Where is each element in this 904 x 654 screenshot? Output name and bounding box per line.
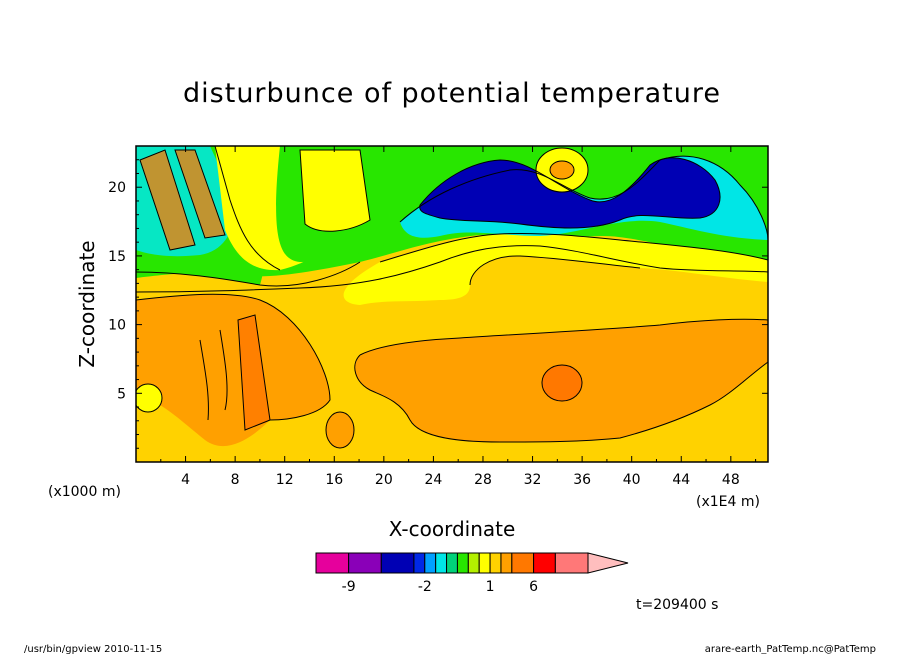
- y-tick-label: 15: [108, 249, 126, 265]
- x-tick-label: 36: [573, 472, 591, 488]
- x-tick-label: 4: [181, 472, 190, 488]
- field-center-streak: [238, 315, 270, 430]
- x-axis-unit-right: (x1E4 m): [696, 494, 760, 510]
- y-tick-label: 20: [108, 180, 126, 196]
- y-tick-label: 10: [108, 318, 126, 334]
- colorbar-swatch: [424, 552, 437, 574]
- field-lower-yellow-blob: [136, 384, 162, 412]
- colorbar-labels: -9 -2 1 6: [342, 579, 538, 595]
- colorbar-swatch: [478, 552, 491, 574]
- contour-lines: [136, 146, 768, 449]
- x-tick-label: 48: [722, 472, 740, 488]
- colorbar-label: -9: [342, 579, 356, 595]
- x-tick-label: 28: [474, 472, 492, 488]
- chart-title: disturbunce of potential temperature: [183, 78, 721, 109]
- x-tick-label: 44: [672, 472, 690, 488]
- footer-left: /usr/bin/gpview 2010-11-15: [24, 644, 162, 654]
- colorbar-swatch: [435, 552, 448, 574]
- plot-area: [136, 146, 768, 462]
- x-tick-label: 20: [375, 472, 393, 488]
- colorbar-label: 6: [529, 579, 538, 595]
- field-warm-bubble-core: [550, 161, 574, 179]
- colorbar-swatch: [380, 552, 415, 574]
- colorbar-swatch: [315, 552, 350, 574]
- x-tick-label: 32: [524, 472, 542, 488]
- field-yellow-band: [343, 233, 768, 305]
- y-axis-title: Z-coordinate: [75, 240, 99, 367]
- colorbar-swatch: [489, 552, 502, 574]
- x-tick-label: 24: [424, 472, 442, 488]
- field-lower-orange-blob: [326, 412, 354, 448]
- colorbar-swatch: [554, 552, 589, 574]
- colorbar-swatch: [456, 552, 469, 574]
- colorbar-swatch: [511, 552, 535, 574]
- x-tick-label: 16: [325, 472, 343, 488]
- x-axis-unit-left: (x1000 m): [48, 484, 121, 500]
- x-tick-label: 8: [231, 472, 240, 488]
- colorbar-swatch: [533, 552, 556, 574]
- y-axis-ticks: 5 10 15 20: [108, 159, 768, 449]
- colorbar-label: 1: [486, 579, 495, 595]
- x-tick-label: 40: [623, 472, 641, 488]
- y-tick-label: 5: [117, 386, 126, 402]
- colorbar-arrow: [587, 552, 629, 574]
- colorbar-swatch: [467, 552, 480, 574]
- field-warm-core: [542, 365, 582, 401]
- x-axis-title: X-coordinate: [389, 517, 516, 541]
- x-tick-label: 12: [276, 472, 294, 488]
- colorbar-swatch: [348, 552, 382, 574]
- time-label: t=209400 s: [636, 597, 718, 613]
- field-mid-yellow-cell: [300, 150, 370, 232]
- colorbar-swatch: [413, 552, 426, 574]
- field-orange-left: [136, 294, 330, 447]
- footer-right: arare-earth_PatTemp.nc@PatTemp: [705, 644, 876, 654]
- colorbar-swatch: [446, 552, 458, 574]
- colorbar: [315, 552, 629, 574]
- colorbar-label: -2: [418, 579, 432, 595]
- plot-frame: [135, 145, 769, 463]
- colorbar-swatch: [500, 552, 513, 574]
- x-axis-ticks: 4 8 12 16 20 24 28 32 36 40 44 48: [160, 146, 757, 488]
